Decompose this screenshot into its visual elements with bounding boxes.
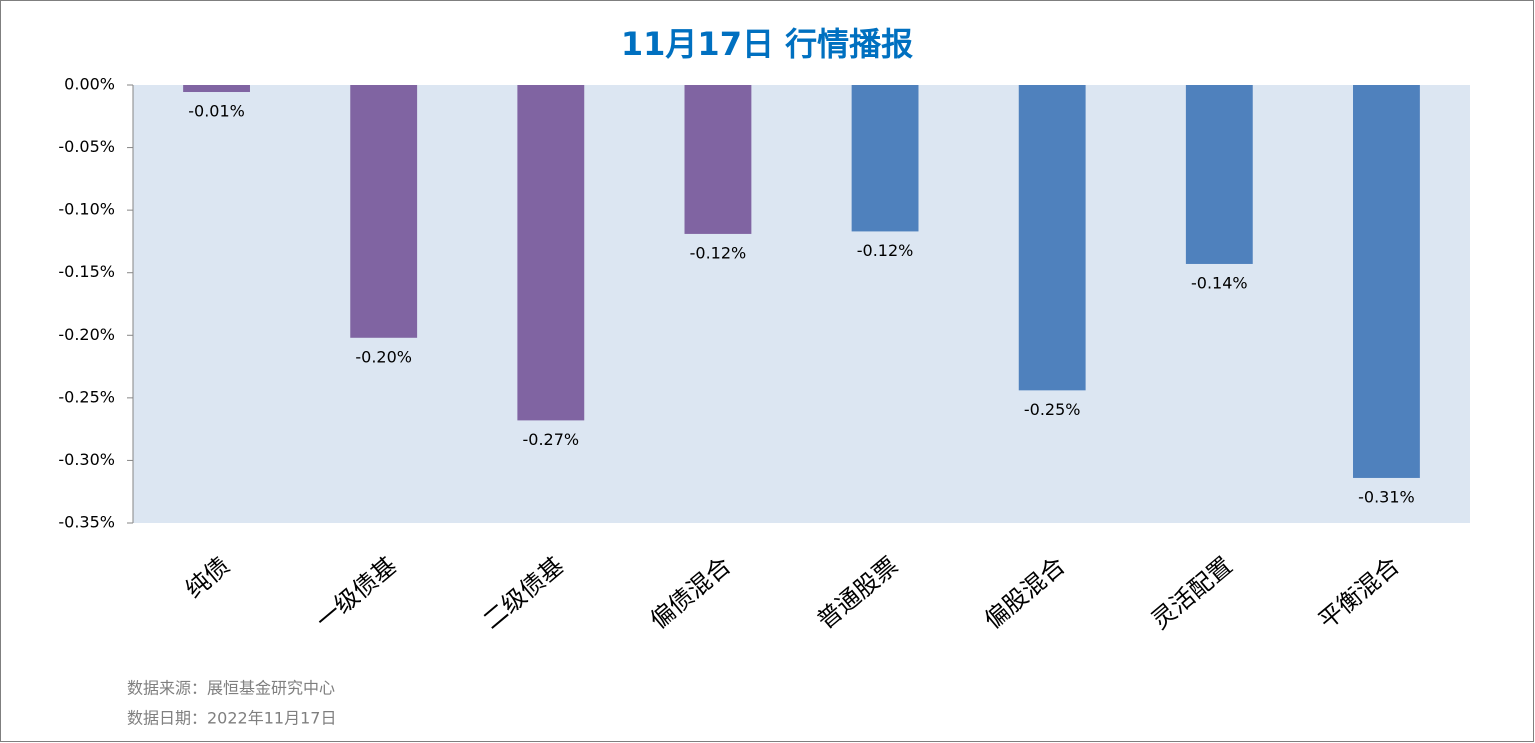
y-tick-label: 0.00% — [64, 75, 115, 94]
data-label: -0.12% — [857, 241, 914, 260]
plot-area — [133, 85, 1470, 523]
bar — [183, 85, 250, 93]
y-tick-label: -0.20% — [58, 325, 115, 344]
data-label: -0.27% — [523, 430, 580, 449]
data-label: -0.12% — [690, 243, 747, 262]
data-label: -0.14% — [1191, 273, 1248, 292]
data-label: -0.01% — [188, 102, 245, 121]
data-label: -0.25% — [1024, 400, 1081, 419]
y-tick-label: -0.25% — [58, 387, 115, 406]
y-tick-label: -0.15% — [58, 262, 115, 281]
bar — [684, 85, 752, 234]
bar — [1018, 85, 1086, 391]
y-tick-label: -0.35% — [58, 513, 115, 532]
bar — [517, 85, 585, 421]
y-tick-label: -0.05% — [58, 137, 115, 156]
data-label: -0.31% — [1358, 487, 1415, 506]
chart-title: 11月17日 行情播报 — [621, 25, 913, 63]
bar — [1353, 85, 1420, 478]
y-tick-label: -0.30% — [58, 450, 115, 469]
date-note: 数据日期：2022年11月17日 — [127, 709, 336, 728]
bar — [851, 85, 919, 232]
bar — [350, 85, 418, 338]
data-label: -0.20% — [355, 347, 412, 366]
bar — [1185, 85, 1253, 264]
y-tick-label: -0.10% — [58, 200, 115, 219]
source-note: 数据来源：展恒基金研究中心 — [127, 679, 335, 698]
